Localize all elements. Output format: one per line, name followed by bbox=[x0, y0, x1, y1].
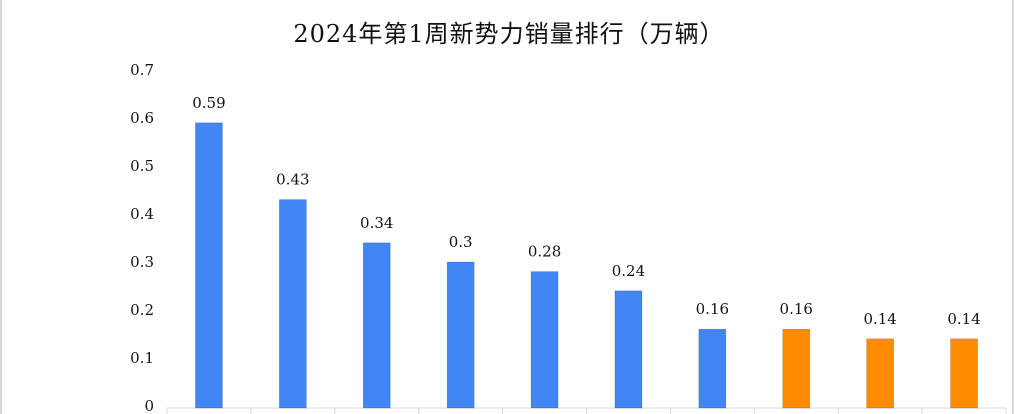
bar-6 bbox=[698, 328, 727, 409]
bar-value-label-1: 0.43 bbox=[276, 171, 309, 189]
bar-value-label-6: 0.16 bbox=[696, 300, 729, 318]
bars bbox=[195, 122, 978, 409]
bar-value-label-4: 0.28 bbox=[528, 243, 561, 261]
y-tick-label-7: 0.7 bbox=[130, 61, 154, 79]
y-tick-label-6: 0.6 bbox=[130, 109, 154, 127]
bar-value-label-0: 0.59 bbox=[192, 94, 225, 112]
y-tick-label-0: 0 bbox=[144, 397, 154, 414]
bar-value-label-7: 0.16 bbox=[780, 300, 813, 318]
data-labels: 0.59 0.43 0.34 0.3 0.28 0.24 0.16 0.16 0.14 0.14 bbox=[192, 94, 981, 328]
bar-8 bbox=[866, 338, 894, 409]
y-axis: 0 0.1 0.2 0.3 0.4 0.5 0.6 0.7 bbox=[130, 61, 154, 414]
bar-value-label-2: 0.34 bbox=[360, 214, 393, 232]
y-tick-label-1: 0.1 bbox=[130, 349, 154, 367]
bar-9 bbox=[950, 338, 978, 409]
y-tick-label-4: 0.4 bbox=[130, 205, 154, 223]
bar-value-label-9: 0.14 bbox=[947, 310, 980, 328]
bar-2 bbox=[362, 242, 391, 409]
bar-value-label-3: 0.3 bbox=[449, 233, 473, 251]
bar-3 bbox=[446, 261, 475, 409]
bar-0 bbox=[195, 122, 223, 409]
bar-value-label-8: 0.14 bbox=[863, 310, 896, 328]
y-tick-label-2: 0.2 bbox=[130, 301, 154, 319]
y-tick-label-5: 0.5 bbox=[130, 157, 154, 175]
bar-value-label-5: 0.24 bbox=[612, 262, 645, 280]
bar-5 bbox=[614, 290, 643, 409]
x-axis bbox=[166, 407, 1007, 414]
chart-title: 2024年第1周新势力销量排行（万辆） bbox=[293, 20, 725, 48]
bar-4 bbox=[530, 271, 559, 409]
y-tick-label-3: 0.3 bbox=[130, 253, 154, 271]
bar-1 bbox=[279, 199, 307, 409]
bar-7 bbox=[782, 328, 811, 409]
